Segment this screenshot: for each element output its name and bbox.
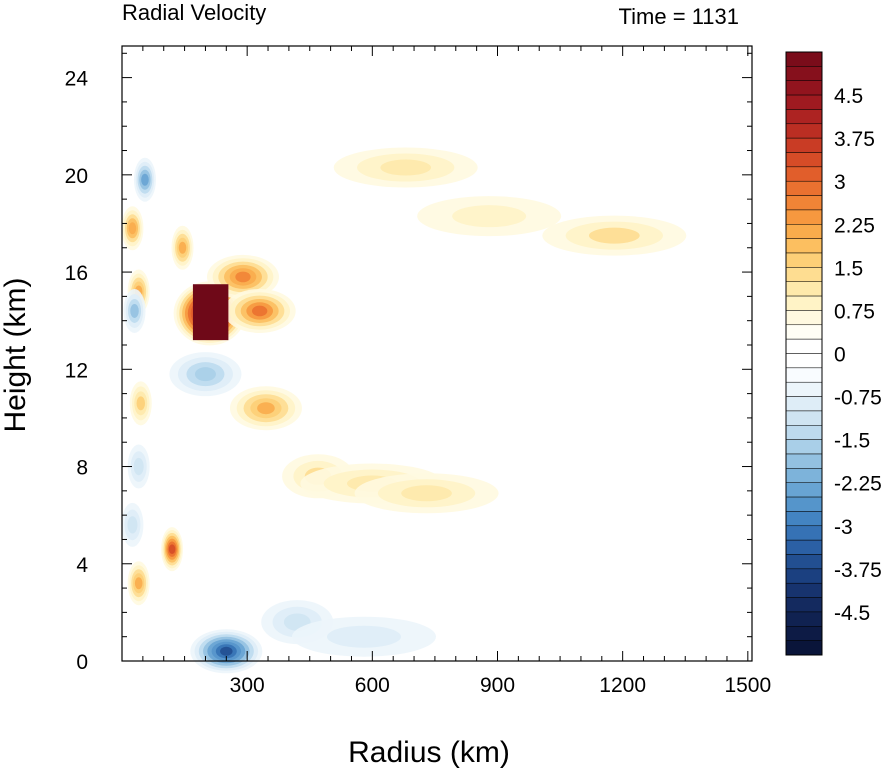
y-tick-label: 8 xyxy=(76,457,88,480)
colorbar-bin xyxy=(785,611,823,627)
colorbar-bin xyxy=(785,468,823,483)
x-tick-label: 900 xyxy=(480,674,515,697)
y-tick-label: 12 xyxy=(65,359,88,382)
x-tick-label: 1200 xyxy=(599,674,646,697)
colorbar-bin xyxy=(785,137,823,153)
colorbar-bin xyxy=(785,381,823,397)
colorbar-label: 0 xyxy=(834,344,846,367)
colorbar-bin xyxy=(785,252,823,268)
velocity-cell xyxy=(380,159,432,176)
y-axis-ticks: 0 4 8 12 16 20 24 xyxy=(65,52,752,674)
colorbar-bin xyxy=(785,554,823,570)
velocity-cell xyxy=(235,271,251,283)
velocity-cell xyxy=(257,402,275,415)
colorbar-bin xyxy=(785,80,823,96)
colorbar-bin xyxy=(785,439,823,455)
velocity-cell xyxy=(168,544,176,555)
colorbar-bin xyxy=(785,640,823,656)
colorbar-bin xyxy=(785,582,823,598)
colorbar-bin xyxy=(785,224,823,239)
colorbar-bin xyxy=(785,281,823,297)
y-tick-label: 4 xyxy=(76,554,88,577)
colorbar-label: 4.5 xyxy=(834,85,863,108)
colorbar-label: -0.75 xyxy=(834,387,882,410)
colorbar-bin xyxy=(785,51,823,67)
colorbar-bin xyxy=(785,539,823,555)
colorbar-bin xyxy=(785,209,823,225)
colorbar-bin xyxy=(785,525,823,541)
colorbar-label: 3 xyxy=(834,171,846,194)
colorbar-bin xyxy=(785,152,823,168)
chart-title: Radial Velocity xyxy=(122,0,266,25)
heatmap-field xyxy=(121,147,687,674)
velocity-core xyxy=(192,284,229,341)
colorbar-bin xyxy=(785,568,823,584)
velocity-cell xyxy=(130,303,139,318)
velocity-cell xyxy=(588,227,640,244)
colorbar-bin xyxy=(785,511,823,527)
x-axis-ticks: 300 600 900 1200 1500 xyxy=(121,46,771,697)
colorbar-label: -1.5 xyxy=(834,430,870,453)
colorbar-bin xyxy=(785,626,823,641)
colorbar-bin xyxy=(785,410,823,426)
colorbar-label: 0.75 xyxy=(834,300,875,323)
colorbar-label: 1.5 xyxy=(834,257,863,280)
colorbar-bin xyxy=(785,166,823,182)
colorbar-label: 2.25 xyxy=(834,214,875,237)
colorbar-bin xyxy=(785,123,823,139)
x-tick-label: 600 xyxy=(355,674,390,697)
colorbar-bin xyxy=(785,94,823,110)
colorbar-bin xyxy=(785,496,823,512)
velocity-cell xyxy=(220,646,233,656)
colorbar-labels: 4.5 3.75 3 2.25 1.5 0.75 0 -0.75 -1.5 -2.25 -3 -3.7… xyxy=(834,85,882,625)
colorbar-bin xyxy=(785,109,823,125)
y-axis-label: Height (km) xyxy=(0,277,32,432)
colorbar-bin xyxy=(785,324,823,340)
velocity-cell xyxy=(133,457,144,476)
colorbar-bin xyxy=(785,597,823,613)
velocity-cell xyxy=(252,305,268,317)
velocity-cell xyxy=(128,222,137,235)
velocity-cell xyxy=(326,625,401,648)
velocity-cell xyxy=(401,485,452,502)
colorbar-bin xyxy=(785,267,823,282)
colorbar-bin xyxy=(785,66,823,81)
velocity-cell xyxy=(134,577,143,590)
colorbar-bin xyxy=(785,310,823,326)
colorbar-label: -3.75 xyxy=(834,559,882,582)
colorbar-bin xyxy=(785,353,823,369)
time-label: Time = 1131 xyxy=(619,4,739,29)
colorbar xyxy=(785,51,823,656)
x-tick-label: 1500 xyxy=(724,674,771,697)
x-axis-label: Radius (km) xyxy=(348,736,510,769)
y-tick-label: 20 xyxy=(65,165,88,188)
colorbar-label: -2.25 xyxy=(834,473,882,496)
colorbar-label: 3.75 xyxy=(834,128,875,151)
colorbar-bin xyxy=(785,180,823,196)
colorbar-label: -4.5 xyxy=(834,602,870,625)
colorbar-bin xyxy=(785,238,823,254)
velocity-cell xyxy=(141,173,149,186)
x-tick-label: 300 xyxy=(230,674,265,697)
colorbar-bin xyxy=(785,295,823,311)
colorbar-bin xyxy=(785,482,823,498)
colorbar-bin xyxy=(785,195,823,211)
plot-frame xyxy=(121,45,753,662)
colorbar-bin xyxy=(785,396,823,412)
velocity-cell xyxy=(127,516,138,534)
velocity-cell xyxy=(194,367,216,382)
velocity-cell xyxy=(452,205,527,228)
velocity-cell xyxy=(178,241,187,254)
colorbar-label: -3 xyxy=(834,516,853,539)
colorbar-bin xyxy=(785,453,823,469)
y-tick-label: 0 xyxy=(76,651,88,674)
y-tick-label: 16 xyxy=(65,262,88,285)
colorbar-frame xyxy=(785,51,823,656)
colorbar-bin xyxy=(785,425,823,440)
colorbar-bin xyxy=(785,367,823,383)
y-tick-label: 24 xyxy=(65,68,89,91)
velocity-cell xyxy=(136,396,146,411)
colorbar-bin xyxy=(785,338,823,354)
